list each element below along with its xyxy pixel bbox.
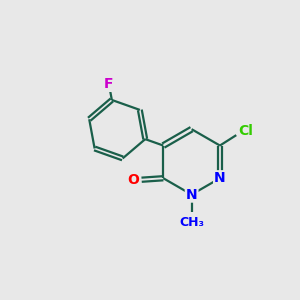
Text: N: N xyxy=(214,171,226,185)
Text: CH₃: CH₃ xyxy=(179,216,204,229)
Text: N: N xyxy=(186,188,197,202)
Text: Cl: Cl xyxy=(238,124,253,138)
Text: O: O xyxy=(128,173,140,187)
Text: F: F xyxy=(104,77,114,91)
